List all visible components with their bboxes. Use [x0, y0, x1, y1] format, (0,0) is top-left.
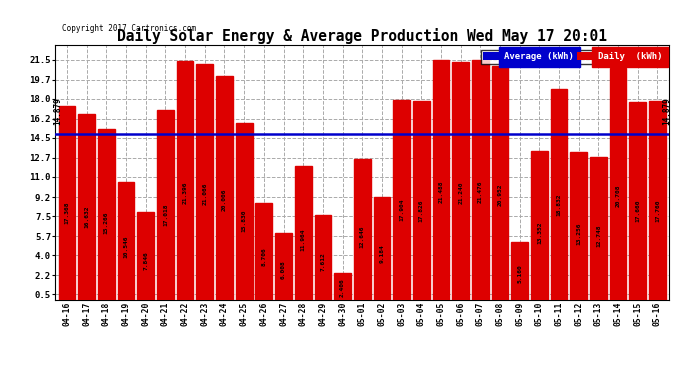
Bar	[413, 100, 430, 300]
Bar	[197, 64, 213, 300]
Bar	[393, 100, 410, 300]
Text: 15.830: 15.830	[241, 209, 246, 232]
Bar	[551, 89, 567, 300]
Text: 17.018: 17.018	[163, 203, 168, 226]
Text: 12.748: 12.748	[596, 225, 601, 247]
Bar	[629, 102, 646, 300]
Text: 17.368: 17.368	[64, 201, 70, 224]
Text: 9.184: 9.184	[380, 244, 384, 263]
Text: 11.964: 11.964	[301, 228, 306, 251]
Text: 12.646: 12.646	[359, 225, 365, 248]
Bar	[354, 159, 371, 300]
Text: 10.546: 10.546	[124, 236, 128, 258]
Bar	[511, 242, 528, 300]
Text: 20.006: 20.006	[222, 188, 227, 210]
Bar	[275, 233, 292, 300]
Text: 2.406: 2.406	[340, 279, 345, 297]
Title: Daily Solar Energy & Average Production Wed May 17 20:01: Daily Solar Energy & Average Production …	[117, 28, 607, 44]
Bar	[295, 166, 312, 300]
Bar	[137, 212, 154, 300]
Bar	[531, 151, 548, 300]
Text: 17.904: 17.904	[399, 199, 404, 221]
Bar	[216, 76, 233, 300]
Text: 21.396: 21.396	[183, 181, 188, 204]
Bar	[79, 114, 95, 300]
Text: 13.256: 13.256	[576, 222, 581, 245]
Text: 6.008: 6.008	[281, 260, 286, 279]
Bar	[649, 101, 666, 300]
Text: 7.846: 7.846	[144, 251, 148, 270]
Bar	[492, 66, 509, 300]
Text: 21.488: 21.488	[438, 181, 444, 203]
Text: 8.706: 8.706	[262, 247, 266, 266]
Bar	[118, 182, 135, 300]
Bar	[433, 60, 449, 300]
Text: 20.708: 20.708	[615, 184, 620, 207]
Bar	[157, 110, 174, 300]
Bar	[590, 158, 607, 300]
Text: 20.952: 20.952	[497, 183, 502, 206]
Bar	[453, 63, 469, 300]
Text: 17.660: 17.660	[635, 200, 640, 222]
Text: 17.826: 17.826	[419, 199, 424, 222]
Bar	[571, 152, 587, 300]
Legend: Average (kWh), Daily  (kWh): Average (kWh), Daily (kWh)	[481, 50, 664, 64]
Text: 14.879: 14.879	[662, 97, 671, 124]
Text: 15.266: 15.266	[104, 212, 109, 234]
Bar	[373, 197, 391, 300]
Bar	[255, 202, 272, 300]
Bar	[236, 123, 253, 300]
Text: 21.066: 21.066	[202, 183, 207, 205]
Bar	[98, 129, 115, 300]
Text: 13.352: 13.352	[537, 222, 542, 244]
Text: 18.832: 18.832	[557, 194, 562, 216]
Text: 17.760: 17.760	[655, 200, 660, 222]
Text: 7.612: 7.612	[320, 252, 326, 271]
Bar	[472, 60, 489, 300]
Bar	[315, 215, 331, 300]
Bar	[334, 273, 351, 300]
Bar	[610, 68, 627, 300]
Text: Copyright 2017 Cartronics.com: Copyright 2017 Cartronics.com	[62, 24, 196, 33]
Text: 21.240: 21.240	[458, 182, 463, 204]
Bar	[177, 61, 193, 300]
Bar	[59, 106, 75, 300]
Text: 14.879: 14.879	[54, 97, 63, 124]
Text: 16.632: 16.632	[84, 205, 89, 228]
Text: 5.160: 5.160	[518, 265, 522, 284]
Text: 21.476: 21.476	[478, 181, 483, 203]
